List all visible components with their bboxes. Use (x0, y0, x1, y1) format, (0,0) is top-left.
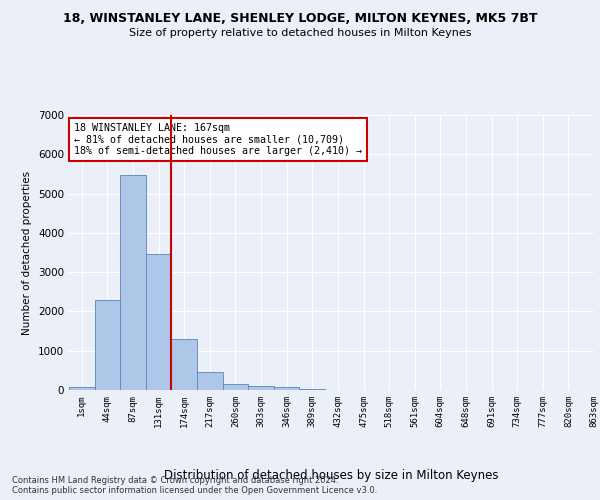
Bar (197, 372, 223, 390)
X-axis label: Distribution of detached houses by size in Milton Keynes: Distribution of detached houses by size … (164, 469, 499, 482)
Bar (95, 300, 120, 390)
Text: 18, WINSTANLEY LANE, SHENLEY LODGE, MILTON KEYNES, MK5 7BT: 18, WINSTANLEY LANE, SHENLEY LODGE, MILT… (63, 12, 537, 26)
Bar (299, 388, 325, 390)
Text: 18 WINSTANLEY LANE: 167sqm
← 81% of detached houses are smaller (10,709)
18% of : 18 WINSTANLEY LANE: 167sqm ← 81% of deta… (74, 123, 362, 156)
Bar (69, 387, 95, 390)
Bar (274, 388, 299, 390)
Text: Size of property relative to detached houses in Milton Keynes: Size of property relative to detached ho… (129, 28, 471, 38)
Bar (223, 384, 248, 390)
Y-axis label: Number of detached properties: Number of detached properties (22, 170, 32, 334)
Text: Contains HM Land Registry data © Crown copyright and database right 2024.
Contai: Contains HM Land Registry data © Crown c… (12, 476, 377, 495)
Bar (120, 175, 146, 390)
Bar (248, 386, 274, 390)
Bar (146, 254, 172, 390)
Bar (172, 338, 197, 390)
